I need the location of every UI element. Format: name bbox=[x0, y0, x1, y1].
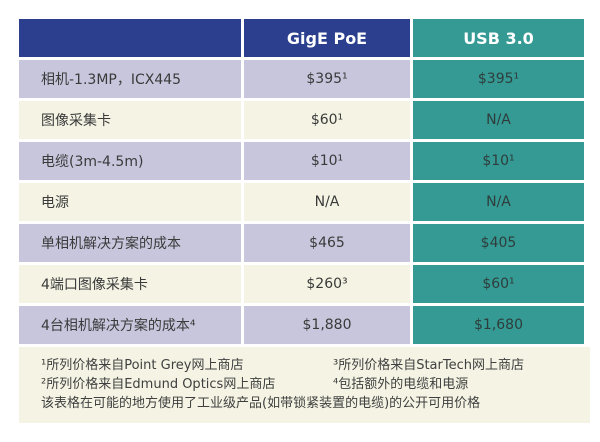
usb-price-cell: $395¹ bbox=[413, 60, 584, 98]
header-gige-poe: GigE PoE bbox=[244, 19, 410, 57]
gige-price-cell: N/A bbox=[244, 183, 410, 221]
footnote-1: ¹所列价格来自Point Grey网上商店 bbox=[41, 358, 244, 373]
row-label-cell: 电缆(3m-4.5m) bbox=[19, 142, 241, 180]
table-row: 4台相机解决方案的成本⁴ $1,880 $1,680 bbox=[19, 306, 584, 344]
gige-price-cell: $1,880 bbox=[244, 306, 410, 344]
gige-price-cell: $60¹ bbox=[244, 101, 410, 139]
header-row: GigE PoE USB 3.0 bbox=[19, 19, 584, 57]
row-label-cell: 4台相机解决方案的成本⁴ bbox=[19, 306, 241, 344]
usb-price-cell: $60¹ bbox=[413, 265, 584, 303]
row-label-cell: 相机-1.3MP，ICX445 bbox=[19, 60, 241, 98]
footnote-3: ³所列价格来自StarTech网上商店 bbox=[333, 358, 524, 373]
header-usb-3-0: USB 3.0 bbox=[413, 19, 584, 57]
table-row: 电缆(3m-4.5m) $10¹ $10¹ bbox=[19, 142, 584, 180]
table-row: 电源 N/A N/A bbox=[19, 183, 584, 221]
table-row: 相机-1.3MP，ICX445 $395¹ $395¹ bbox=[19, 60, 584, 98]
gige-price-cell: $10¹ bbox=[244, 142, 410, 180]
usb-price-cell: N/A bbox=[413, 101, 584, 139]
row-label-cell: 图像采集卡 bbox=[19, 101, 241, 139]
gige-price-cell: $395¹ bbox=[244, 60, 410, 98]
usb-price-cell: $10¹ bbox=[413, 142, 584, 180]
footnote-4: ⁴包括额外的电缆和电源 bbox=[333, 377, 469, 392]
row-label-cell: 单相机解决方案的成本 bbox=[19, 224, 241, 262]
row-label-cell: 电源 bbox=[19, 183, 241, 221]
gige-price-cell: $465 bbox=[244, 224, 410, 262]
usb-price-cell: $1,680 bbox=[413, 306, 584, 344]
footnotes-grid: ¹所列价格来自Point Grey网上商店 ³所列价格来自StarTech网上商… bbox=[41, 356, 580, 394]
footnotes-box: ¹所列价格来自Point Grey网上商店 ³所列价格来自StarTech网上商… bbox=[19, 347, 590, 423]
usb-price-cell: N/A bbox=[413, 183, 584, 221]
footnote-2: ²所列价格来自Edmund Optics网上商店 bbox=[41, 377, 276, 392]
price-comparison-table: GigE PoE USB 3.0 相机-1.3MP，ICX445 $395¹ $… bbox=[16, 16, 587, 347]
table-row: 4端口图像采集卡 $260³ $60¹ bbox=[19, 265, 584, 303]
page: GigE PoE USB 3.0 相机-1.3MP，ICX445 $395¹ $… bbox=[16, 16, 590, 423]
header-blank-cell bbox=[19, 19, 241, 57]
row-label-cell: 4端口图像采集卡 bbox=[19, 265, 241, 303]
footnote-general-note: 该表格在可能的地方使用了工业级产品(如带锁紧装置的电缆)的公开可用价格 bbox=[41, 396, 481, 411]
table-row: 图像采集卡 $60¹ N/A bbox=[19, 101, 584, 139]
gige-price-cell: $260³ bbox=[244, 265, 410, 303]
usb-price-cell: $405 bbox=[413, 224, 584, 262]
table-row: 单相机解决方案的成本 $465 $405 bbox=[19, 224, 584, 262]
